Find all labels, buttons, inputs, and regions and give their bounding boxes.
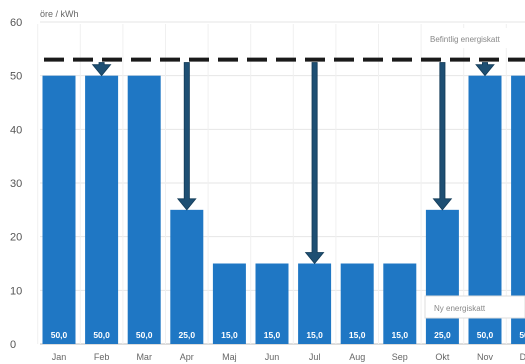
y-axis-unit-label: öre / kWh xyxy=(40,9,79,19)
bar-value-label: 25,0 xyxy=(179,330,196,340)
legend-bottom-box xyxy=(424,295,525,319)
x-tick-label: Apr xyxy=(180,352,194,362)
x-tick-label: Dec xyxy=(520,352,525,362)
bar-maj xyxy=(212,263,246,344)
bars xyxy=(42,75,525,345)
x-tick-label: Jan xyxy=(52,352,67,362)
y-tick-label: 50 xyxy=(10,71,22,83)
y-tick-label: 10 xyxy=(10,285,22,297)
arrows xyxy=(91,62,495,265)
arrow-feb xyxy=(91,62,112,77)
x-tick-label: Sep xyxy=(392,352,408,362)
y-tick-label: 0 xyxy=(10,339,16,351)
x-tick-label: Jul xyxy=(309,352,321,362)
x-tick-label: Nov xyxy=(477,352,494,362)
y-tick-label: 30 xyxy=(10,178,22,190)
arrow-apr xyxy=(176,62,197,211)
x-tick-label: Feb xyxy=(94,352,110,362)
bar-value-label: 15,0 xyxy=(392,330,409,340)
legend-top-text: Befintlig energiskatt xyxy=(430,35,501,44)
data-labels: 50,0 50,0 50,0 25,0 15,0 15,0 15,0 15,0 15,0 25,0… xyxy=(51,330,525,340)
x-tick-label: Jun xyxy=(265,352,280,362)
y-tick-label: 40 xyxy=(10,124,22,136)
y-axis-ticks: 0 10 20 30 40 50 60 xyxy=(10,17,22,351)
bar-dec xyxy=(511,75,525,345)
bar-jan xyxy=(42,75,76,345)
x-axis-ticks: Jan Feb Mar Apr Maj Jun Jul Aug Sep Okt Nov Dec xyxy=(52,352,525,362)
bar-aug xyxy=(340,263,374,344)
bar-value-label: 50,0 xyxy=(51,330,68,340)
legend-top-box xyxy=(422,28,525,48)
grid-lines xyxy=(37,21,525,345)
y-tick-label: 60 xyxy=(10,17,22,29)
bar-value-label: 15,0 xyxy=(306,330,323,340)
y-tick-label: 20 xyxy=(10,232,22,244)
bar-okt xyxy=(425,209,459,344)
bar-value-label: 15,0 xyxy=(349,330,366,340)
bar-mar xyxy=(127,75,161,345)
bar-value-label: 50,0 xyxy=(93,330,110,340)
bar-feb xyxy=(85,75,119,345)
bar-sep xyxy=(383,263,417,344)
arrow-nov xyxy=(475,62,495,77)
bar-value-label: 25,0 xyxy=(434,330,451,340)
arrow-jul xyxy=(304,62,325,265)
x-tick-label: Okt xyxy=(435,352,450,362)
bar-value-label: 50,0 xyxy=(519,330,525,340)
x-tick-label: Aug xyxy=(349,352,365,362)
bar-jun xyxy=(255,263,289,344)
bar-jul xyxy=(298,263,332,344)
x-tick-label: Mar xyxy=(136,352,152,362)
bar-value-label: 50,0 xyxy=(477,330,494,340)
bar-value-label: 15,0 xyxy=(221,330,238,340)
bar-apr xyxy=(170,209,204,344)
bar-value-label: 15,0 xyxy=(264,330,281,340)
bar-value-label: 50,0 xyxy=(136,330,153,340)
legend: Befintlig energiskatt Ny energiskatt xyxy=(422,28,525,319)
arrow-okt xyxy=(432,62,453,211)
x-tick-label: Maj xyxy=(222,352,237,362)
legend-bottom-text: Ny energiskatt xyxy=(434,304,486,313)
